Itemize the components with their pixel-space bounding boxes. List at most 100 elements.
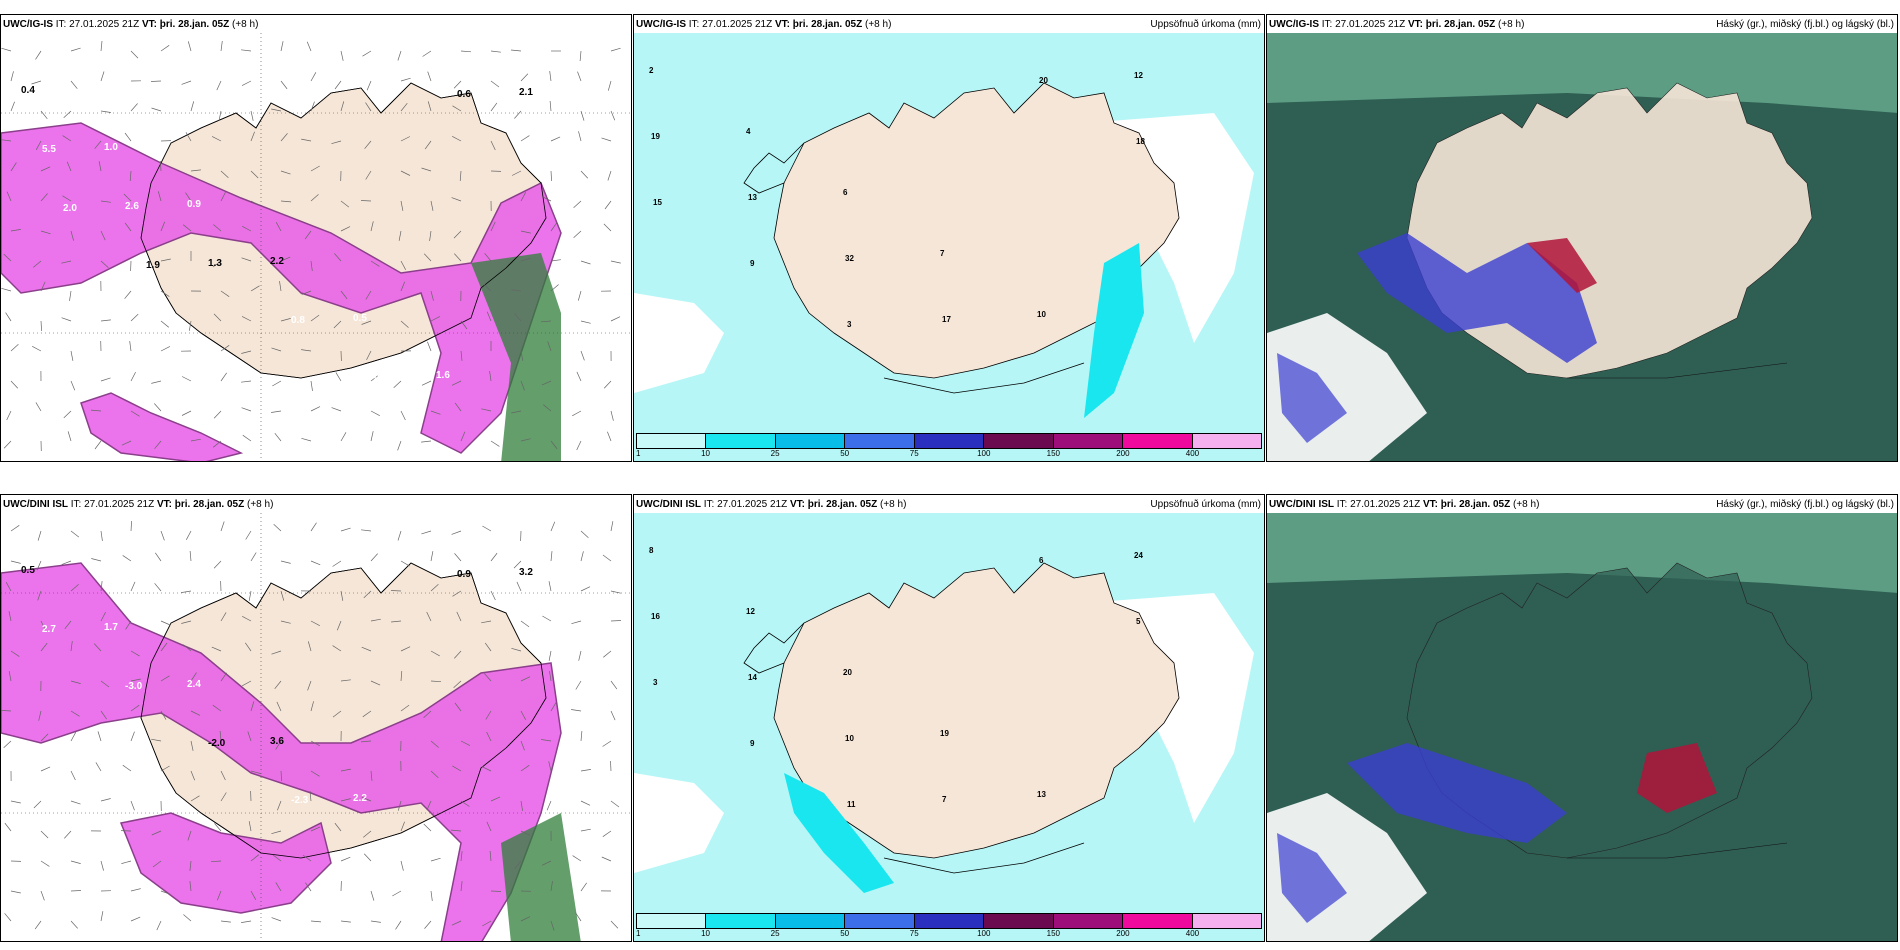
lead-time: (+8 h) [232,19,259,30]
wind-value-label: 0.5 [353,313,367,324]
wind-value-label: 2.6 [125,201,139,212]
wind-value-label: 1.3 [208,258,222,269]
colorbar-cell [914,434,985,448]
wind-value-label: 2.6 [436,850,450,861]
it-value: 27.01.2025 21Z [1335,19,1406,30]
panel-field-label: Uppsöfnuð úrkoma (mm) [1150,499,1261,510]
wind-value-label: 2.0 [63,203,77,214]
panel-header: UWC/IG-IS IT: 27.01.2025 21Z VT: þri. 28… [636,19,891,30]
colorbar-tick-label: 150 [1046,929,1061,938]
wind-value-label: -2.3 [291,795,309,806]
lead-time: (+8 h) [880,499,907,510]
lead-time: (+8 h) [865,19,892,30]
wind-value-label: 0.6 [457,89,471,100]
precip-value-label: 2 [649,66,654,75]
map-canvas: 8 12 20 19 13 24 16 14 10 7 6 5 3 9 11 [634,513,1264,941]
wind-value-label: 0.9 [187,199,201,210]
it-label: IT: [703,499,715,510]
it-label: IT: [70,499,82,510]
map-canvas: 2 4 6 7 10 12 19 13 32 17 20 18 15 9 3 [634,33,1264,461]
wind-value-label: 0.4 [21,85,35,96]
wind-value-label: 1.7 [104,622,118,633]
wind-value-label: 0.5 [21,565,35,576]
colorbar-tick-label: 75 [909,929,919,938]
map-panel-precip-1: UWC/IG-IS IT: 27.01.2025 21Z VT: þri. 28… [633,14,1265,462]
colorbar-cell [775,914,846,928]
precip-value-label: 3 [847,320,852,329]
colorbar-cell [1123,434,1193,448]
wind-value-label: 3.6 [270,736,284,747]
vt-value: þri. 28.jan. 05Z [807,499,878,510]
lead-time: (+8 h) [247,499,274,510]
precip-colorbar: 1 10 25 50 75 100 150 200 400 [636,913,1262,939]
precip-value-label: 7 [942,795,947,804]
it-value: 27.01.2025 21Z [84,499,155,510]
colorbar-cell [775,434,846,448]
map-canvas [1267,513,1897,941]
precip-value-label: 6 [1039,556,1044,565]
it-value: 27.01.2025 21Z [1350,499,1421,510]
panel-header: UWC/DINI ISL IT: 27.01.2025 21Z VT: þri.… [636,499,906,510]
colorbar-tick-label: 25 [770,929,780,938]
panel-header: UWC/IG-IS IT: 27.01.2025 21Z VT: þri. 28… [1269,19,1524,30]
vt-value: þri. 28.jan. 05Z [159,19,230,30]
precip-value-label: 5 [1136,617,1141,626]
wind-value-label: 3.2 [519,567,533,578]
panel-header: UWC/DINI ISL IT: 27.01.2025 21Z VT: þri.… [3,499,273,510]
panel-header: UWC/DINI ISL IT: 27.01.2025 21Z VT: þri.… [1269,499,1539,510]
colorbar-tick-label: 25 [770,449,780,458]
precip-value-label: 32 [845,254,854,263]
it-label: IT: [1321,19,1333,30]
colorbar-cell [1053,434,1124,448]
colorbar-tick-label: 150 [1046,449,1061,458]
precip-value-label: 6 [843,188,848,197]
precip-value-label: 19 [940,729,949,738]
wind-value-label: 2.4 [187,679,201,690]
map-canvas: 0.4 1.0 0.9 2.2 0.5 1.6 2.1 5.5 2.6 1.3 0.8 0.7 0.6 1… [1,33,631,461]
wind-value-label: 2.1 [519,87,533,98]
precip-value-label: 24 [1134,551,1143,560]
precip-value-label: 13 [1037,790,1046,799]
colorbar-cell [706,914,776,928]
colorbar-cell [706,434,776,448]
panel-field-label: Háský (gr.), miðský (fj.bl.) og lágský (… [1716,499,1894,510]
wind-value-label: 1.6 [436,370,450,381]
wind-value-label: 5.5 [42,144,56,155]
precip-value-label: 10 [845,734,854,743]
vt-value: þri. 28.jan. 05Z [1440,499,1511,510]
precip-value-label: 12 [746,607,755,616]
wind-value-label: 0.7 [540,626,554,637]
map-panel-cloud-1: UWC/IG-IS IT: 27.01.2025 21Z VT: þri. 28… [1266,14,1898,462]
precip-value-label: 16 [651,612,660,621]
colorbar-tick-label: 200 [1116,449,1130,458]
model-name: UWC/DINI ISL [1269,499,1334,510]
map-panel-wind-2: UWC/DINI ISL IT: 27.01.2025 21Z VT: þri.… [0,494,632,942]
it-label: IT: [1336,499,1348,510]
precip-value-label: 11 [847,800,856,809]
wind-value-label: 2.2 [270,256,284,267]
precip-value-label: 17 [942,315,951,324]
map-panel-cloud-2: UWC/DINI ISL IT: 27.01.2025 21Z VT: þri.… [1266,494,1898,942]
map-canvas [1267,33,1897,461]
colorbar-tick-label: 200 [1116,929,1130,938]
precip-value-label: 13 [748,193,757,202]
precip-value-label: 8 [649,546,654,555]
precip-value-label: 7 [940,249,945,258]
precip-value-label: 20 [1039,76,1048,85]
colorbar-tick-label: 10 [701,449,710,458]
colorbar-cell [984,434,1054,448]
vt-value: þri. 28.jan. 05Z [174,499,245,510]
precip-value-label: 20 [843,668,852,677]
wind-value-label: -3.0 [125,681,143,692]
precip-value-label: 19 [651,132,660,141]
map-panel-wind-1: UWC/IG-IS IT: 27.01.2025 21Z VT: þri. 28… [0,14,632,462]
lead-time: (+8 h) [1498,19,1525,30]
precip-value-label: 9 [750,259,755,268]
wind-value-label: 0.9 [457,569,471,580]
it-value: 27.01.2025 21Z [717,499,788,510]
colorbar-tick-label: 400 [1185,449,1200,458]
colorbar-cell [637,434,707,448]
model-name: UWC/IG-IS [3,19,53,30]
wind-value-label: 0.8 [291,315,305,326]
it-label: IT: [688,19,700,30]
